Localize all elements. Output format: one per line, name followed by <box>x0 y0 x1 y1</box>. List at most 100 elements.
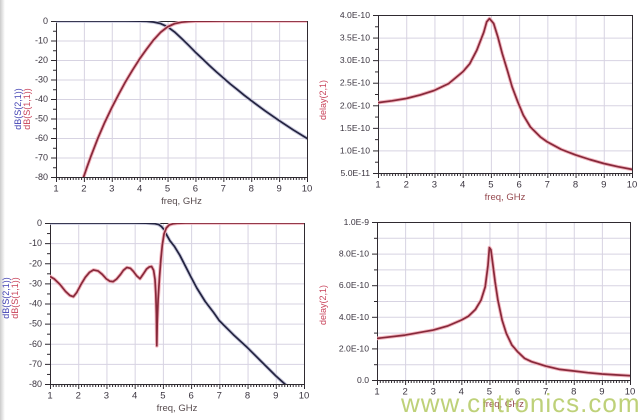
y-tick-label: 2.5E-10 <box>340 78 370 88</box>
x-tick-label: 9 <box>601 180 606 191</box>
series-dB(S(2,1)) <box>50 223 288 384</box>
x-tick-label: 10 <box>299 391 310 402</box>
y-tick-label: -70 <box>29 359 42 369</box>
axis-ticks <box>45 223 305 389</box>
y-tick-label: -10 <box>35 36 48 46</box>
x-tick-label: 2 <box>404 180 409 191</box>
x-tick-label: 10 <box>302 184 313 195</box>
x-tick-label: 7 <box>543 387 548 398</box>
y-tick-label: 5.0E-11 <box>341 168 371 178</box>
x-tick-label: 4 <box>137 184 142 195</box>
axis-ticks <box>373 15 633 178</box>
left-edge-shadow <box>0 0 5 420</box>
y-tick-label: -30 <box>29 278 42 288</box>
y-axis-label: dB(S(2,1)) <box>13 88 23 130</box>
x-tick-label: 7 <box>217 391 222 402</box>
x-tick-label: 5 <box>165 184 170 195</box>
x-axis-label: freq, GHz <box>483 399 524 410</box>
x-tick-label: 8 <box>571 387 576 398</box>
y-tick-label: 3.0E-10 <box>340 55 370 65</box>
y-tick-label: -50 <box>35 114 48 124</box>
y-tick-label: -60 <box>29 339 42 349</box>
x-tick-label: 8 <box>249 184 254 195</box>
y-axis-label: dB(S(1,1)) <box>10 277 20 319</box>
series-dB(S(2,1)) <box>56 21 307 141</box>
tick-labels: 1 2 3 4 5 6 7 8 9 10 0 -10 -20 -30 -40 -50 -60 -70 -80 <box>35 16 312 195</box>
x-tick-label: 7 <box>221 184 226 195</box>
axis-ticks <box>372 222 631 385</box>
x-tick-label: 10 <box>627 180 638 191</box>
tick-labels: 1 2 3 4 5 6 7 8 9 10 0 -10 -20 -30 -40 -50 -60 -70 -80 <box>29 218 309 402</box>
x-tick-label: 1 <box>374 387 379 398</box>
x-tick-label: 6 <box>193 184 198 195</box>
y-tick-label: 0 <box>43 16 48 26</box>
series-dB(S(1,1)) <box>50 223 304 348</box>
x-tick-label: 2 <box>402 387 407 398</box>
x-tick-label: 6 <box>188 391 193 402</box>
x-tick-label: 10 <box>625 387 636 398</box>
x-axis-label: freq, GHz <box>485 192 526 203</box>
y-tick-label: 1.5E-10 <box>340 123 370 133</box>
y-tick-label: -30 <box>35 75 48 85</box>
x-axis-label: freq, GHz <box>157 403 198 414</box>
gridlines <box>378 15 632 173</box>
x-tick-label: 1 <box>47 391 52 402</box>
x-tick-label: 7 <box>545 180 550 191</box>
axis-ticks <box>51 21 308 182</box>
y-tick-label: 3.5E-10 <box>340 33 370 43</box>
y-tick-label: 2.0E-10 <box>340 100 370 110</box>
y-tick-label: -80 <box>35 172 48 182</box>
y-tick-label: -40 <box>35 94 48 104</box>
x-tick-label: 2 <box>76 391 81 402</box>
y-tick-label: 0 <box>37 218 42 228</box>
y-tick-label: 6.0E-10 <box>339 280 369 290</box>
y-tick-label: -50 <box>29 319 42 329</box>
tick-labels: 1 2 3 4 5 6 7 8 9 10 1.0E-9 8.0E-10 6.0E-10 4.0E-10 2.… <box>339 217 635 398</box>
x-tick-label: 4 <box>460 180 465 191</box>
x-tick-label: 1 <box>375 180 380 191</box>
y-tick-label: -70 <box>35 153 48 163</box>
x-tick-label: 6 <box>515 387 520 398</box>
y-tick-label: 4.0E-10 <box>339 312 369 322</box>
x-tick-label: 4 <box>132 391 137 402</box>
x-tick-label: 5 <box>488 180 493 191</box>
x-tick-label: 6 <box>516 180 521 191</box>
y-tick-label: -80 <box>29 379 42 389</box>
x-tick-label: 3 <box>109 184 114 195</box>
x-tick-label: 8 <box>573 180 578 191</box>
x-tick-label: 3 <box>104 391 109 402</box>
y-tick-label: 4.0E-10 <box>340 10 370 20</box>
y-tick-label: -60 <box>35 133 48 143</box>
y-tick-label: 1.0E-9 <box>344 217 370 227</box>
y-axis-label: dB(S(1,1)) <box>22 88 32 130</box>
y-tick-label: -10 <box>29 238 42 248</box>
series-delay(2,1) <box>378 16 632 172</box>
y-axis-label: delay(2,1) <box>318 80 328 120</box>
y-tick-label: 2.0E-10 <box>339 343 369 353</box>
x-tick-label: 1 <box>53 184 58 195</box>
x-tick-label: 9 <box>273 391 278 402</box>
tick-labels: 1 2 3 4 5 6 7 8 9 10 4.0E-10 3.5E-10 3.0E-10 2.5E-10 2… <box>340 10 637 191</box>
y-tick-label: 0.0 <box>357 375 369 385</box>
series-delay(2,1) <box>377 245 630 378</box>
x-axis-label: freq, GHz <box>161 196 202 207</box>
y-tick-label: -20 <box>35 55 48 65</box>
y-tick-label: -20 <box>29 258 42 268</box>
x-tick-label: 3 <box>431 387 436 398</box>
gridlines <box>377 222 630 380</box>
x-tick-label: 3 <box>432 180 437 191</box>
x-tick-label: 4 <box>459 387 464 398</box>
x-tick-label: 2 <box>81 184 86 195</box>
y-tick-label: 1.0E-10 <box>340 145 370 155</box>
x-tick-label: 5 <box>487 387 492 398</box>
y-axis-label: dB(S(2,1)) <box>1 277 11 319</box>
